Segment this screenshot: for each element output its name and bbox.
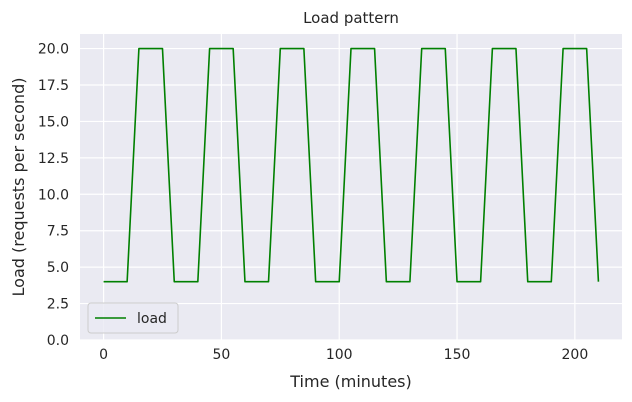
y-axis-label: Load (requests per second) bbox=[9, 78, 28, 297]
x-tick-label: 100 bbox=[326, 347, 353, 363]
x-tick-label: 150 bbox=[444, 347, 471, 363]
legend: load bbox=[87, 302, 179, 334]
y-tick-label: 0.0 bbox=[47, 333, 69, 349]
x-tick-label: 0 bbox=[99, 347, 108, 363]
legend-label-load: load bbox=[137, 311, 167, 327]
x-tick-label: 200 bbox=[562, 347, 589, 363]
chart-title: Load pattern bbox=[303, 9, 399, 27]
y-tick-label: 2.5 bbox=[47, 297, 69, 313]
y-tick-label: 12.5 bbox=[38, 151, 69, 167]
series-layer bbox=[103, 47, 600, 283]
x-axis-ticks: 0 50 100 150 200 bbox=[99, 347, 588, 363]
y-tick-label: 15.0 bbox=[38, 114, 69, 130]
y-tick-label: 5.0 bbox=[47, 260, 69, 276]
y-tick-label: 7.5 bbox=[47, 224, 69, 240]
y-axis-ticks: 0.0 2.5 5.0 7.5 10.0 12.5 15.0 17.5 20.0 bbox=[38, 42, 69, 349]
y-tick-label: 17.5 bbox=[38, 78, 69, 94]
plot-area bbox=[80, 34, 622, 340]
series-line-load bbox=[103, 47, 600, 283]
y-tick-label: 20.0 bbox=[38, 42, 69, 58]
x-tick-label: 50 bbox=[212, 347, 230, 363]
legend-box bbox=[87, 302, 179, 334]
x-axis-label: Time (minutes) bbox=[289, 372, 412, 391]
y-tick-label: 10.0 bbox=[38, 187, 69, 203]
